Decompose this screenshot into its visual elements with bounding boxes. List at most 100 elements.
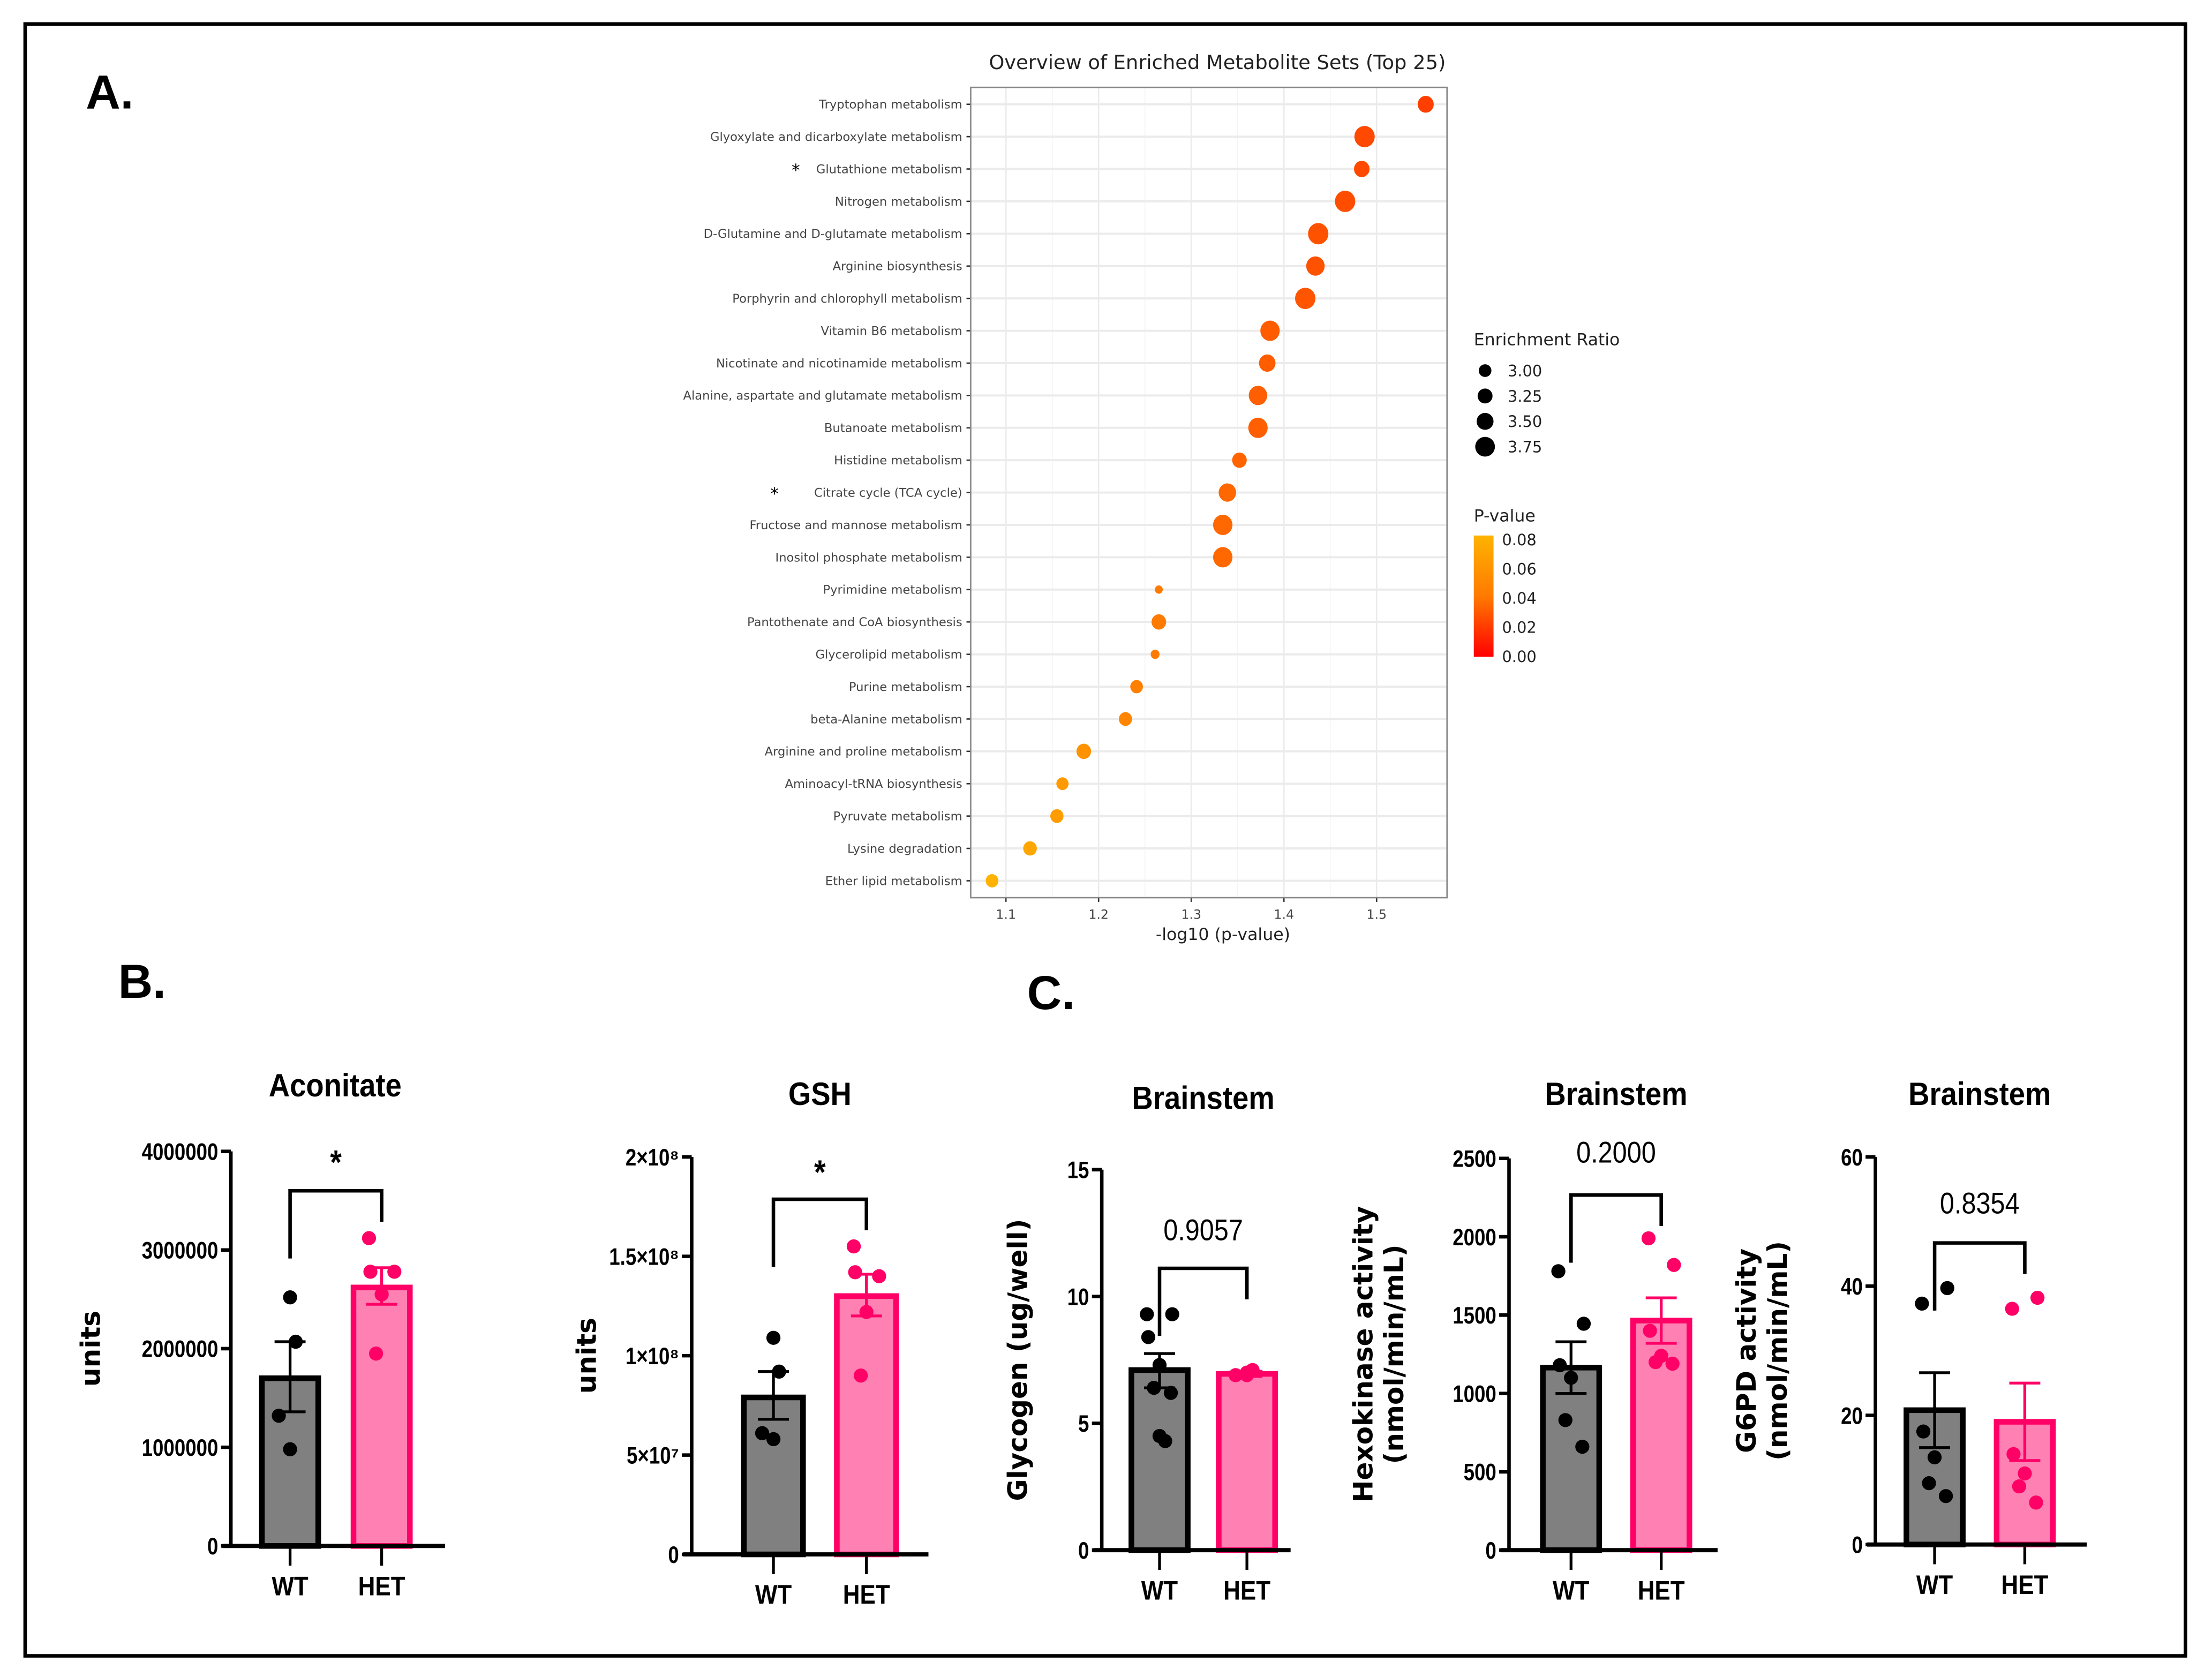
category-label: Aminoacyl-tRNA biosynthesis (785, 777, 962, 791)
y-tick-label: 5 (1078, 1410, 1089, 1437)
bar-charts: Aconitateunits01000000200000030000004000… (75, 1067, 2087, 1610)
category-label: Alanine, aspartate and glutamate metabol… (683, 389, 962, 403)
x-tick-label: HET (1638, 1575, 1685, 1605)
y-tick-label: 1500 (1453, 1302, 1496, 1329)
data-point (1354, 126, 1375, 148)
data-point (854, 1368, 868, 1383)
x-tick-label: WT (1553, 1575, 1590, 1605)
bar-chart-5: Brainstem G6PD activity (nmol/min/mL) 0 20 40… (1731, 1076, 2087, 1599)
category-label: Glutathione metabolism (816, 162, 962, 176)
x-tick-label: WT (1916, 1569, 1953, 1599)
size-legend-label: 3.75 (1508, 438, 1542, 456)
significance-bracket (288, 1189, 383, 1259)
color-legend-label: 0.02 (1502, 619, 1536, 637)
category-label: Tryptophan metabolism (818, 98, 962, 112)
category-label: D-Glutamine and D-glutamate metabolism (704, 227, 962, 241)
bar-wt (1540, 1365, 1602, 1553)
y-tick-label: 0 (1852, 1531, 1862, 1558)
category-label: Lysine degradation (847, 842, 962, 856)
bar-chart-3: Brainstem Glycogen (ug/well) 0 5 10 15 WT HET 0.… (1003, 1080, 1291, 1605)
category-label: Arginine and proline metabolism (765, 745, 962, 759)
data-point (1232, 452, 1247, 468)
chart-title: Brainstem (1545, 1076, 1687, 1112)
data-point (1140, 1307, 1154, 1321)
data-point (1354, 161, 1370, 177)
category-label: Arginine biosynthesis (833, 260, 962, 274)
data-point (1259, 354, 1276, 372)
y-axis-label: units (75, 1311, 106, 1387)
data-point (1119, 712, 1132, 726)
y-tick-label: 2000000 (142, 1335, 219, 1362)
enrichment-dot-plot: Overview of Enriched Metabolite Sets (To… (683, 51, 1620, 944)
data-point (2030, 1290, 2045, 1305)
significance-bracket (1157, 1266, 1249, 1336)
data-point (283, 1290, 297, 1305)
significance-marker: * (770, 485, 779, 504)
significance-bracket (1569, 1193, 1663, 1263)
y-tick-label: 60 (1841, 1144, 1863, 1170)
y-tick-label: 5×10⁷ (627, 1442, 679, 1469)
y-tick-label: 1000000 (142, 1434, 219, 1461)
category-label: Glyoxylate and dicarboxylate metabolism (710, 130, 962, 144)
significance-marker: * (792, 161, 800, 181)
color-legend-label: 0.08 (1502, 531, 1536, 549)
panel-label-c: C. (1027, 966, 1075, 1019)
y-axis-label: Glycogen (ug/well) (1003, 1219, 1034, 1501)
color-legend-title: P-value (1474, 507, 1536, 526)
data-point (1648, 1355, 1663, 1370)
category-label: Pyrimidine metabolism (823, 583, 962, 597)
y-tick-label: 2500 (1453, 1145, 1496, 1172)
y-axis-label: Hexokinase activity (1348, 1206, 1379, 1503)
panel-label-b: B. (118, 954, 166, 1008)
y-tick-label: 1000 (1453, 1380, 1496, 1407)
data-point (2012, 1479, 2027, 1494)
category-label: Butanoate metabolism (824, 422, 962, 435)
size-legend-label: 3.00 (1508, 362, 1542, 380)
data-point (2006, 1447, 2021, 1462)
y-tick-label: 15 (1067, 1156, 1089, 1183)
panel-label-a: A. (86, 65, 133, 119)
size-legend-label: 3.25 (1508, 387, 1542, 405)
y-tick-label: 20 (1841, 1402, 1863, 1429)
category-label: Nitrogen metabolism (835, 195, 962, 209)
data-point (1576, 1317, 1591, 1331)
data-point (1295, 288, 1316, 310)
color-legend-label: 0.00 (1502, 648, 1536, 666)
significance-bracket (771, 1197, 869, 1267)
data-point (1155, 585, 1163, 594)
y-tick-label: 3000000 (142, 1237, 219, 1264)
data-point (362, 1231, 377, 1245)
data-point (1916, 1424, 1931, 1439)
category-label: beta-Alanine metabolism (810, 712, 962, 726)
category-label: Glycerolipid metabolism (816, 648, 962, 661)
data-point (1130, 680, 1143, 694)
category-label: Vitamin B6 metabolism (821, 324, 962, 338)
bar-het (350, 1284, 413, 1549)
plot-border (970, 86, 1448, 899)
data-point (766, 1330, 781, 1345)
data-point (1922, 1476, 1936, 1491)
category-label: Fructose and mannose metabolism (749, 518, 962, 532)
x-tick-label: HET (1223, 1575, 1270, 1605)
category-label: Inositol phosphate metabolism (776, 551, 962, 565)
color-legend-label: 0.04 (1502, 589, 1536, 607)
x-tick-label: 1.1 (996, 907, 1016, 922)
x-tick-label: WT (755, 1580, 792, 1610)
data-point (1641, 1231, 1656, 1246)
y-axis-label: (nmol/min/mL) (1762, 1241, 1793, 1461)
data-point (1667, 1258, 1681, 1272)
x-tick-label: HET (358, 1571, 405, 1601)
data-point (2005, 1302, 2019, 1316)
chart-title: Overview of Enriched Metabolite Sets (To… (989, 51, 1446, 74)
significance-annotation: 0.9057 (1163, 1214, 1243, 1247)
data-point (1152, 614, 1167, 630)
data-point (766, 1432, 781, 1447)
data-point (1551, 1264, 1566, 1279)
data-point (985, 874, 999, 888)
category-label: Histidine metabolism (834, 454, 962, 468)
data-point (1158, 1434, 1172, 1448)
data-point (1218, 483, 1236, 502)
chart-title: Brainstem (1132, 1080, 1274, 1116)
data-point (1665, 1356, 1680, 1371)
data-point (1940, 1281, 1954, 1296)
